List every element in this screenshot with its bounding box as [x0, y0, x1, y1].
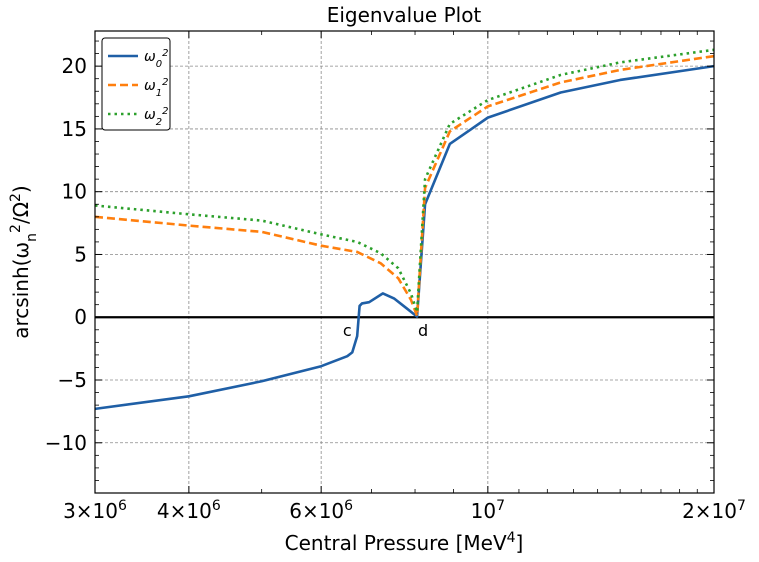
x-tick-label: 6×106: [289, 498, 353, 523]
y-tick-label: −5: [58, 368, 87, 392]
y-tick-label: 15: [62, 117, 87, 141]
x-tick-label: 3×106: [63, 498, 127, 523]
y-tick-label: 0: [74, 305, 87, 329]
annotation-c: c: [343, 321, 352, 340]
ticks: −10 −5 0 5 10 15 20 3×106 4×106 6×106 107 2×107: [45, 31, 746, 523]
annotation-d: d: [418, 321, 428, 340]
series-line-2: [94, 48, 715, 314]
plot-border: [94, 30, 715, 494]
x-tick-label: 4×106: [157, 498, 221, 523]
x-axis-label: Central Pressure [MeV4]: [285, 530, 524, 555]
y-tick-label: 10: [62, 180, 87, 204]
legend: ω02 ω12 ω22: [101, 37, 171, 131]
series-line-1: [94, 54, 715, 318]
axes-frame: [94, 30, 715, 494]
chart-title: Eigenvalue Plot: [327, 3, 482, 27]
y-axis-label: arcsinh(ωn2/Ω2): [8, 185, 40, 338]
y-tick-label: −10: [45, 431, 87, 455]
legend-label-0: ω02: [144, 48, 168, 70]
legend-label-2: ω22: [144, 106, 168, 128]
y-tick-label: 20: [62, 54, 87, 78]
series-line-0: [94, 64, 715, 411]
legend-label-1: ω12: [144, 77, 168, 99]
y-tick-label: 5: [74, 242, 87, 266]
x-tick-label: 2×107: [682, 498, 746, 523]
x-tick-label: 107: [471, 498, 505, 523]
